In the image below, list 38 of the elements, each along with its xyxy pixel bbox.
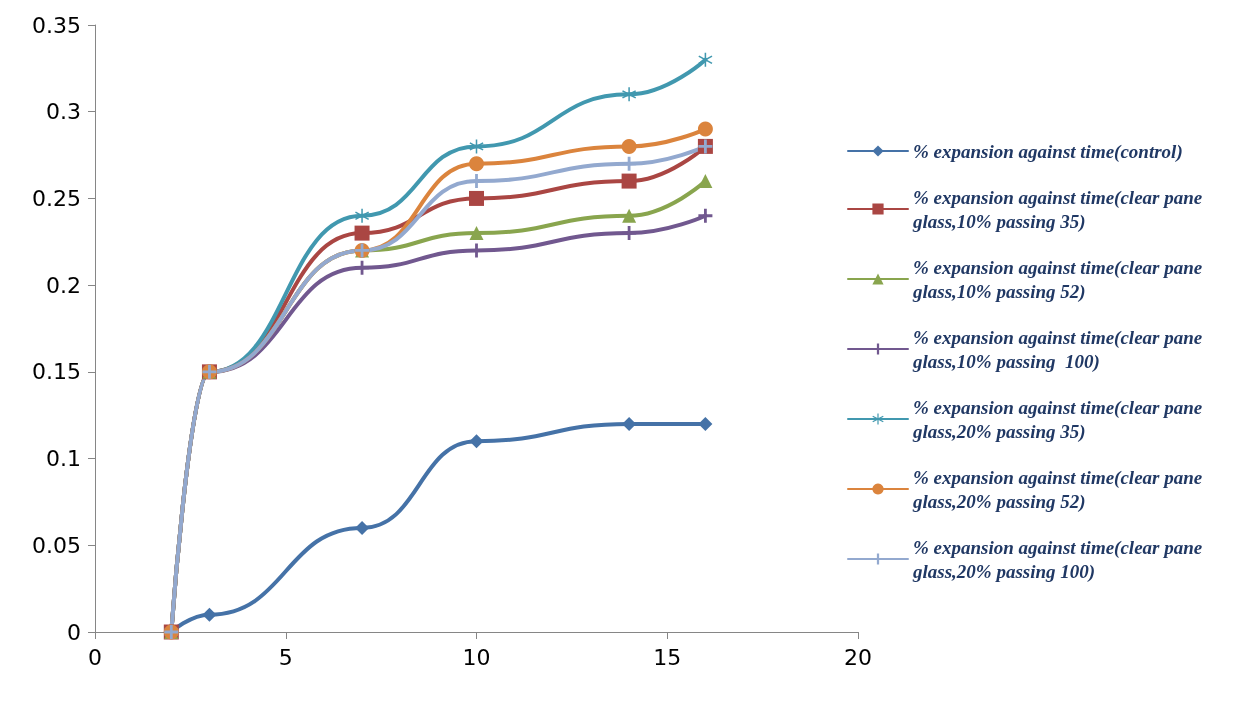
y-tick-label: 0.2 <box>46 272 81 298</box>
legend-label: % expansion against time(clear pane glass,10% passing 100) <box>912 326 1207 373</box>
x-tick-label: 15 <box>653 644 682 670</box>
point <box>469 139 484 154</box>
y-tick-label: 0.25 <box>32 185 81 211</box>
legend-label: % expansion against time(clear pane glass,10% passing 52) <box>912 256 1207 303</box>
point <box>355 520 370 535</box>
y-tick-label: 0.1 <box>46 446 81 472</box>
point <box>469 226 484 241</box>
y-tick-label: 0.05 <box>32 532 81 558</box>
point <box>202 607 217 622</box>
legend-label: % expansion against time(clear pane glass,20% passing 52) <box>912 466 1207 513</box>
y-tick-label: 0 <box>67 619 81 645</box>
point <box>698 208 713 223</box>
point <box>622 87 637 102</box>
legend-label: % expansion against time(clear pane glass,20% passing 100) <box>912 536 1207 583</box>
point <box>469 156 484 172</box>
point <box>355 208 370 223</box>
y-tick-label: 0.15 <box>32 359 81 385</box>
legend-label: % expansion against time(clear pane glass,10% passing 35) <box>912 186 1207 233</box>
point <box>698 416 713 431</box>
legend-label: % expansion against time(clear pane glass,20% passing 35) <box>912 396 1207 443</box>
y-tick-label: 0.35 <box>32 12 81 38</box>
point <box>698 174 713 189</box>
x-tick-label: 0 <box>88 644 102 670</box>
point <box>622 226 637 241</box>
point <box>621 138 637 154</box>
point <box>622 208 637 223</box>
x-tick-label: 5 <box>278 644 293 670</box>
x-tick-label: 10 <box>462 644 491 670</box>
point <box>354 225 370 241</box>
y-tick-label: 0.3 <box>46 99 81 125</box>
point <box>469 434 484 449</box>
point <box>621 173 637 189</box>
legend-label: % expansion against time(control) <box>913 140 1183 163</box>
point <box>469 190 484 206</box>
point <box>697 121 713 137</box>
x-tick-label: 20 <box>844 644 872 670</box>
